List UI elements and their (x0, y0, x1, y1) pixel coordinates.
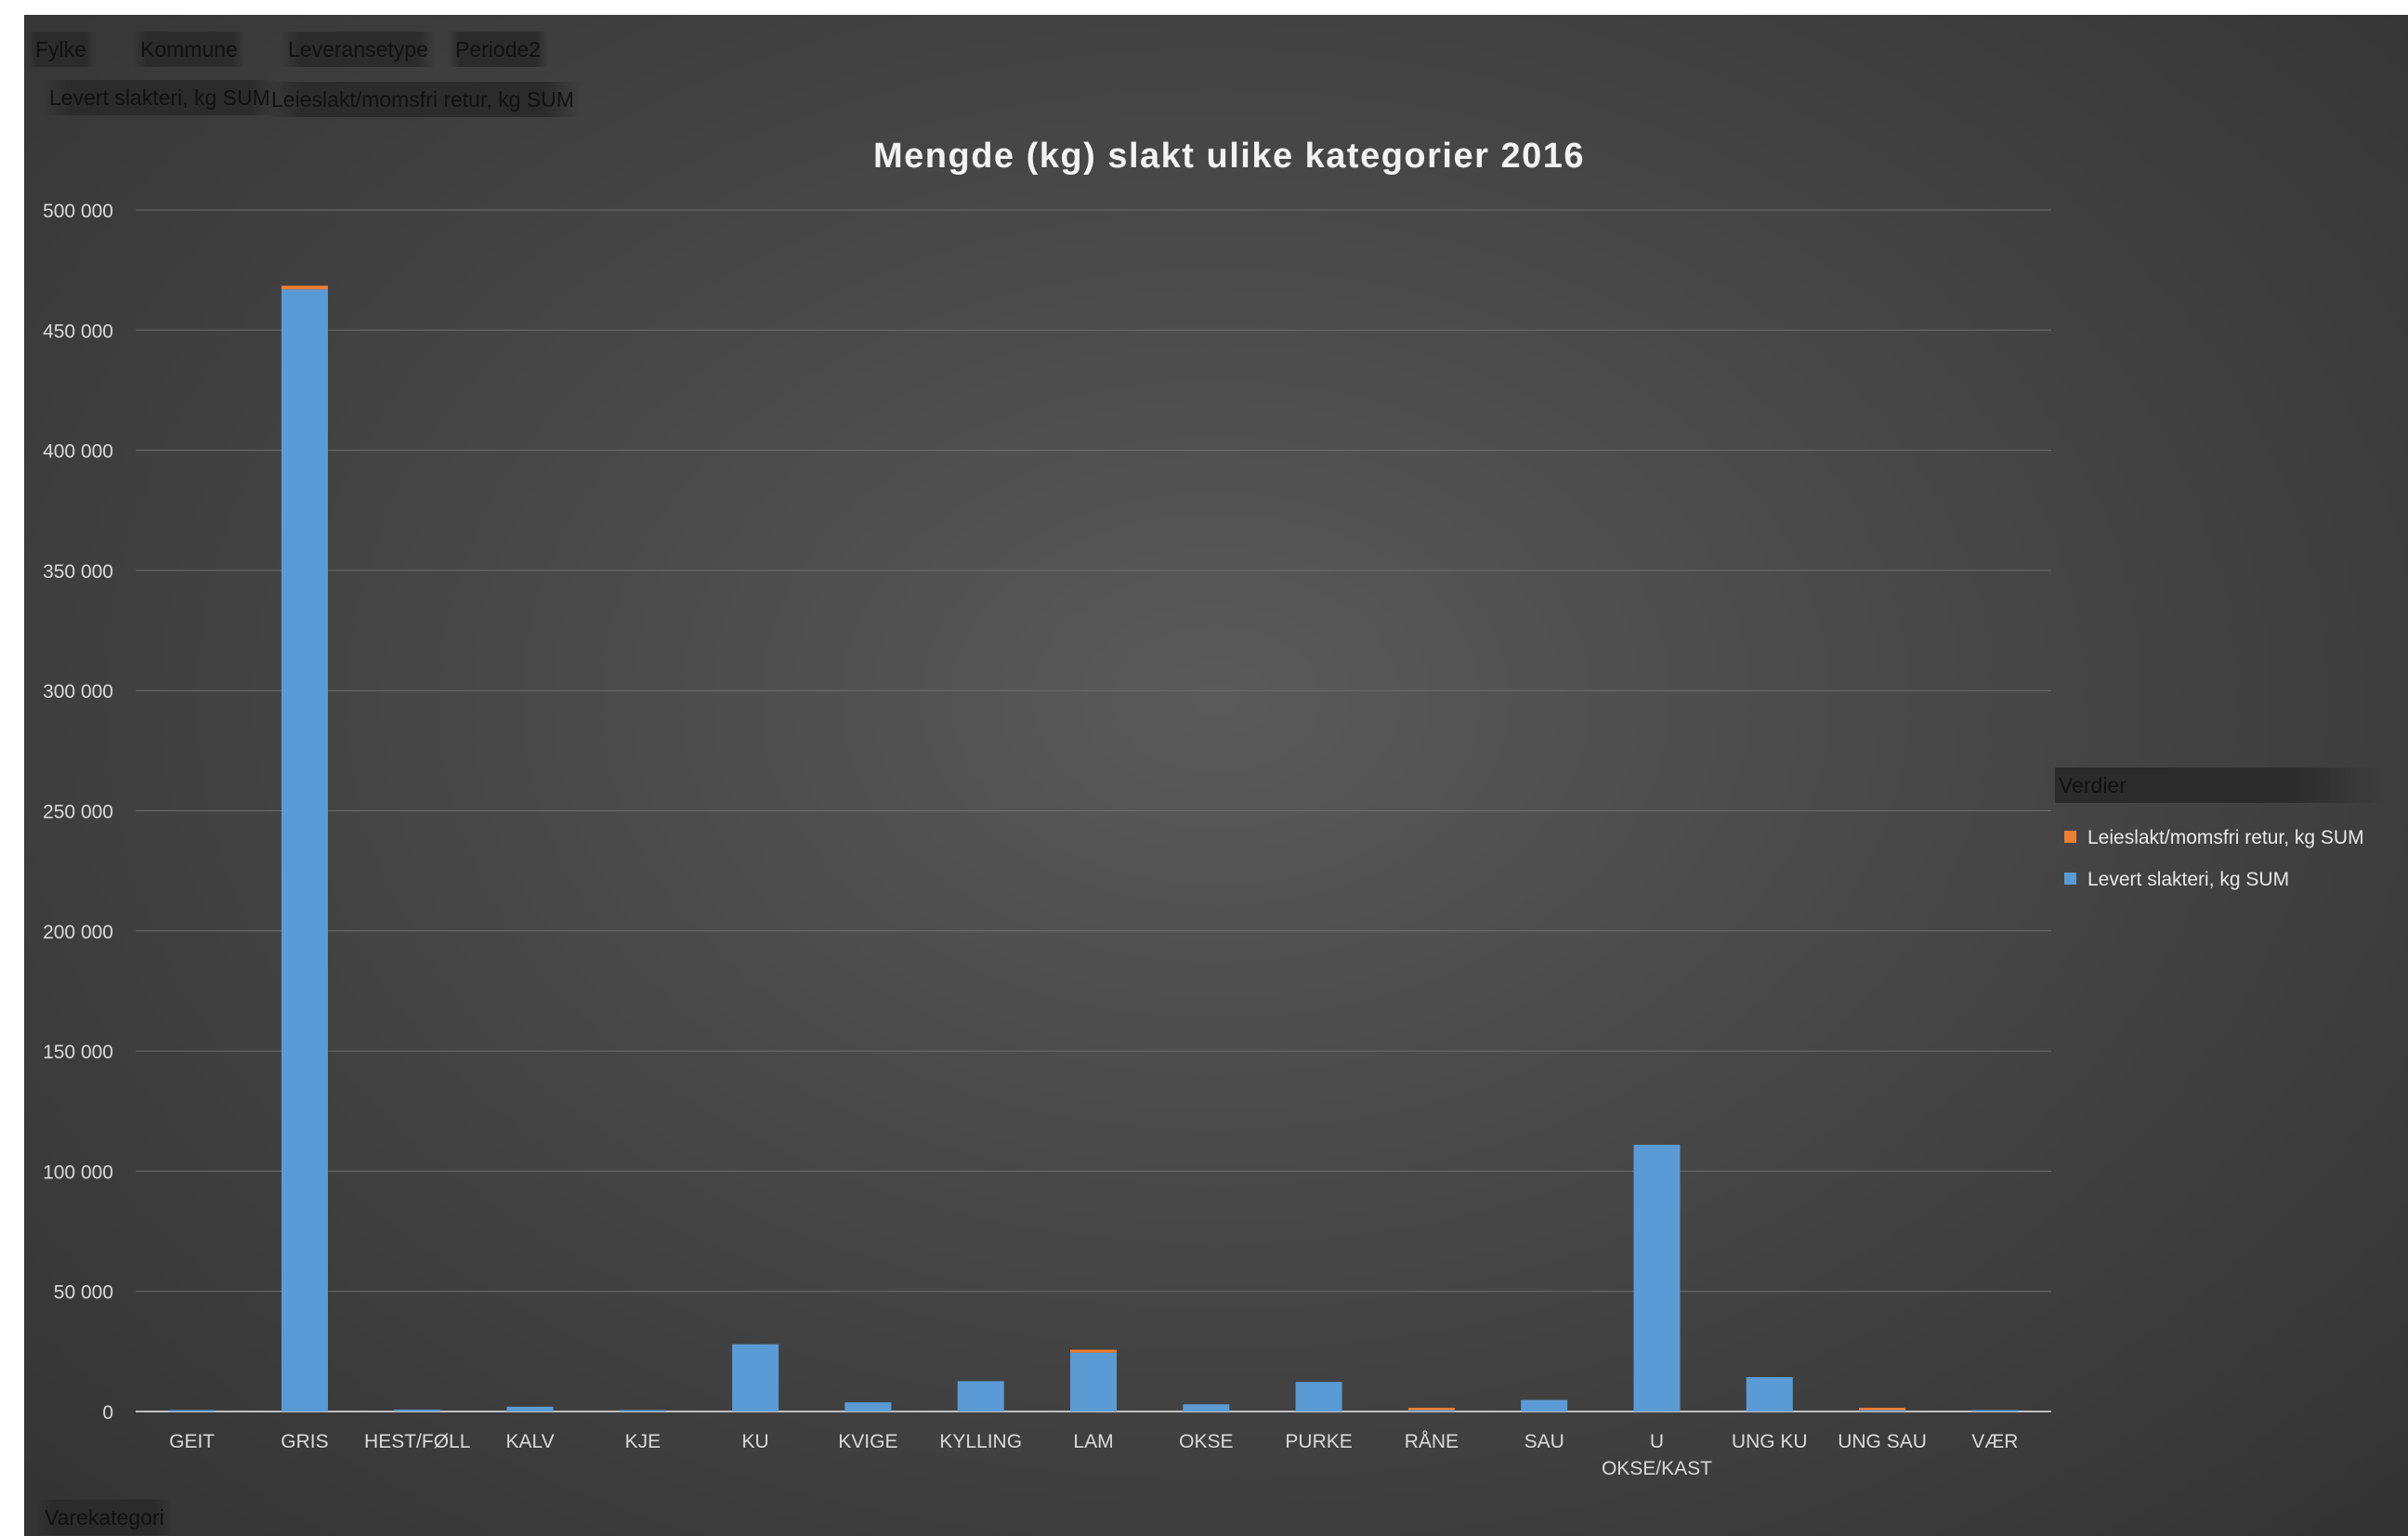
legend-swatch-orange (2064, 830, 2076, 843)
bar-levert[interactable] (1070, 1352, 1117, 1411)
legend-item-levert[interactable]: Levert slakteri, kg SUM (2064, 866, 2289, 894)
x-tick-label: KYLLING (939, 1431, 1022, 1452)
filter-button-fylke[interactable]: Fylke (28, 32, 94, 67)
bar-levert[interactable] (1407, 1410, 1455, 1412)
value-field-button-leieslakt[interactable]: Leieslakt/momsfri retur, kg SUM (264, 82, 582, 117)
bar-levert[interactable] (506, 1406, 554, 1411)
bar-leieslakt[interactable] (1407, 1408, 1455, 1411)
x-tick-label: KJE (625, 1431, 661, 1452)
bar-levert[interactable] (1183, 1404, 1230, 1411)
x-tick-label: SAU (1525, 1431, 1564, 1452)
bar-levert[interactable] (1521, 1399, 1568, 1411)
legend-swatch-blue (2064, 872, 2076, 885)
x-tick-label: GEIT (169, 1431, 215, 1452)
x-tick-label: GRIS (281, 1431, 328, 1452)
bar-levert[interactable] (1859, 1410, 1906, 1412)
y-tick-label: 350 000 (43, 561, 113, 583)
y-tick-label: 100 000 (43, 1162, 113, 1183)
chart-title: Mengde (kg) slakt ulike kategorier 2016 (873, 137, 1585, 176)
y-tick-label: 0 (102, 1402, 113, 1424)
y-tick-label: 250 000 (43, 802, 113, 823)
y-tick-label: 50 000 (54, 1282, 113, 1304)
legend-label-leieslakt: Leieslakt/momsfri retur, kg SUM (2087, 827, 2364, 848)
x-tick-label: KVIGE (838, 1431, 897, 1452)
y-tick-label: 300 000 (43, 681, 113, 702)
bar-levert[interactable] (1633, 1144, 1681, 1411)
bar-levert[interactable] (1971, 1410, 2019, 1412)
x-tick-label: RÅNE (1405, 1431, 1459, 1452)
x-tick-label: VÆR (1971, 1431, 2018, 1452)
x-tick-label: KALV (505, 1431, 554, 1452)
bar-levert[interactable] (732, 1344, 779, 1411)
x-tick-label: PURKE (1285, 1431, 1352, 1452)
bar-levert[interactable] (957, 1381, 1004, 1411)
y-tick-label: 400 000 (43, 441, 113, 463)
legend-label-levert: Levert slakteri, kg SUM (2087, 869, 2290, 890)
filter-button-periode2[interactable]: Periode2 (448, 32, 549, 67)
bar-leieslakt[interactable] (1070, 1349, 1117, 1353)
bar-levert[interactable] (281, 289, 328, 1411)
bar-levert[interactable] (1295, 1382, 1342, 1411)
x-tick-label: LAM (1073, 1431, 1113, 1452)
legend-title[interactable]: Verdier (2055, 768, 2388, 803)
legend-item-leieslakt[interactable]: Leieslakt/momsfri retur, kg SUM (2064, 824, 2364, 852)
filter-button-kommune[interactable]: Kommune (133, 32, 245, 67)
bar-levert[interactable] (619, 1410, 666, 1412)
x-tick-label: UNG KU (1732, 1431, 1808, 1452)
x-tick-label: U OKSE/KAST (1602, 1431, 1712, 1479)
filter-button-leveransetype[interactable]: Leveransetype (281, 32, 436, 67)
y-tick-label: 150 000 (43, 1042, 113, 1063)
bar-levert[interactable] (168, 1410, 216, 1412)
axis-field-button-varekategori[interactable]: Varekategori (37, 1500, 172, 1535)
pivot-chart-area (24, 15, 2408, 1536)
x-tick-label: HEST/FØLL (364, 1431, 470, 1452)
value-field-button-levert[interactable]: Levert slakteri, kg SUM (42, 80, 278, 115)
y-tick-label: 450 000 (43, 321, 113, 342)
bar-leieslakt[interactable] (281, 285, 328, 290)
y-tick-label: 500 000 (43, 201, 113, 222)
x-tick-label: OKSE (1179, 1431, 1233, 1452)
bar-levert[interactable] (394, 1409, 441, 1411)
bar-levert[interactable] (1746, 1377, 1793, 1411)
bar-levert[interactable] (844, 1402, 892, 1411)
bar-leieslakt[interactable] (1859, 1408, 1906, 1411)
y-tick-label: 200 000 (43, 922, 113, 943)
x-tick-label: KU (742, 1431, 769, 1452)
x-tick-label: UNG SAU (1838, 1431, 1927, 1452)
